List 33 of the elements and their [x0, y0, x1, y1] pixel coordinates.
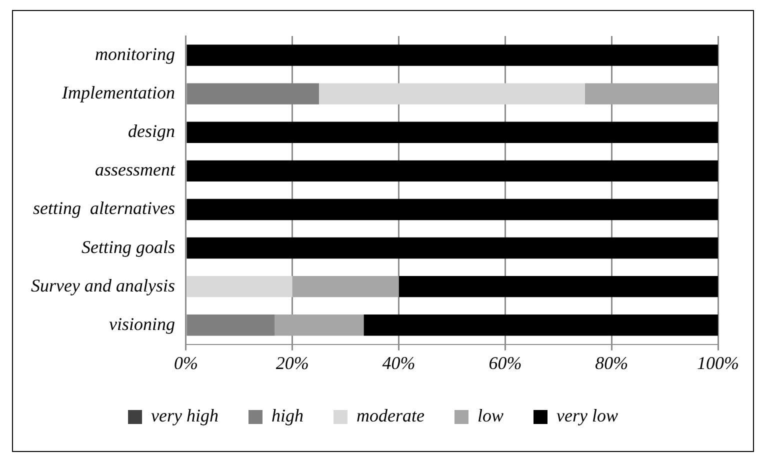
legend-label: very high [151, 406, 219, 426]
y-tick-label: assessment [94, 160, 176, 180]
bar [318, 83, 585, 104]
x-tick-label: 40% [382, 352, 416, 373]
bar [186, 237, 718, 259]
bar [364, 314, 718, 336]
y-tick-label: design [128, 121, 175, 142]
bar [292, 276, 399, 298]
legend-label: moderate [356, 406, 424, 426]
bar [584, 83, 718, 104]
bar [186, 44, 718, 66]
x-tick-label: 60% [488, 352, 522, 373]
y-tick-label: Implementation [60, 82, 175, 103]
bar [186, 122, 718, 143]
y-tick-label: Setting goals [81, 236, 175, 257]
x-tick-label: 0% [174, 352, 198, 373]
bar [186, 276, 292, 298]
y-tick-label: Survey and analysis [30, 275, 175, 296]
legend-label: high [272, 406, 304, 426]
bar [186, 314, 275, 336]
legend-label: low [477, 406, 504, 426]
bar [398, 276, 718, 298]
bar [186, 198, 718, 220]
bar [186, 83, 319, 104]
bar [186, 160, 718, 182]
legend-label: very low [556, 406, 618, 426]
x-tick-label: 80% [595, 352, 628, 373]
bar [274, 314, 364, 336]
y-tick-label: monitoring [94, 44, 175, 64]
y-tick-label: visioning [108, 314, 175, 334]
y-tick-label: setting alternatives [32, 198, 175, 218]
x-tick-label: 100% [697, 352, 739, 373]
x-tick-label: 20% [276, 352, 309, 373]
